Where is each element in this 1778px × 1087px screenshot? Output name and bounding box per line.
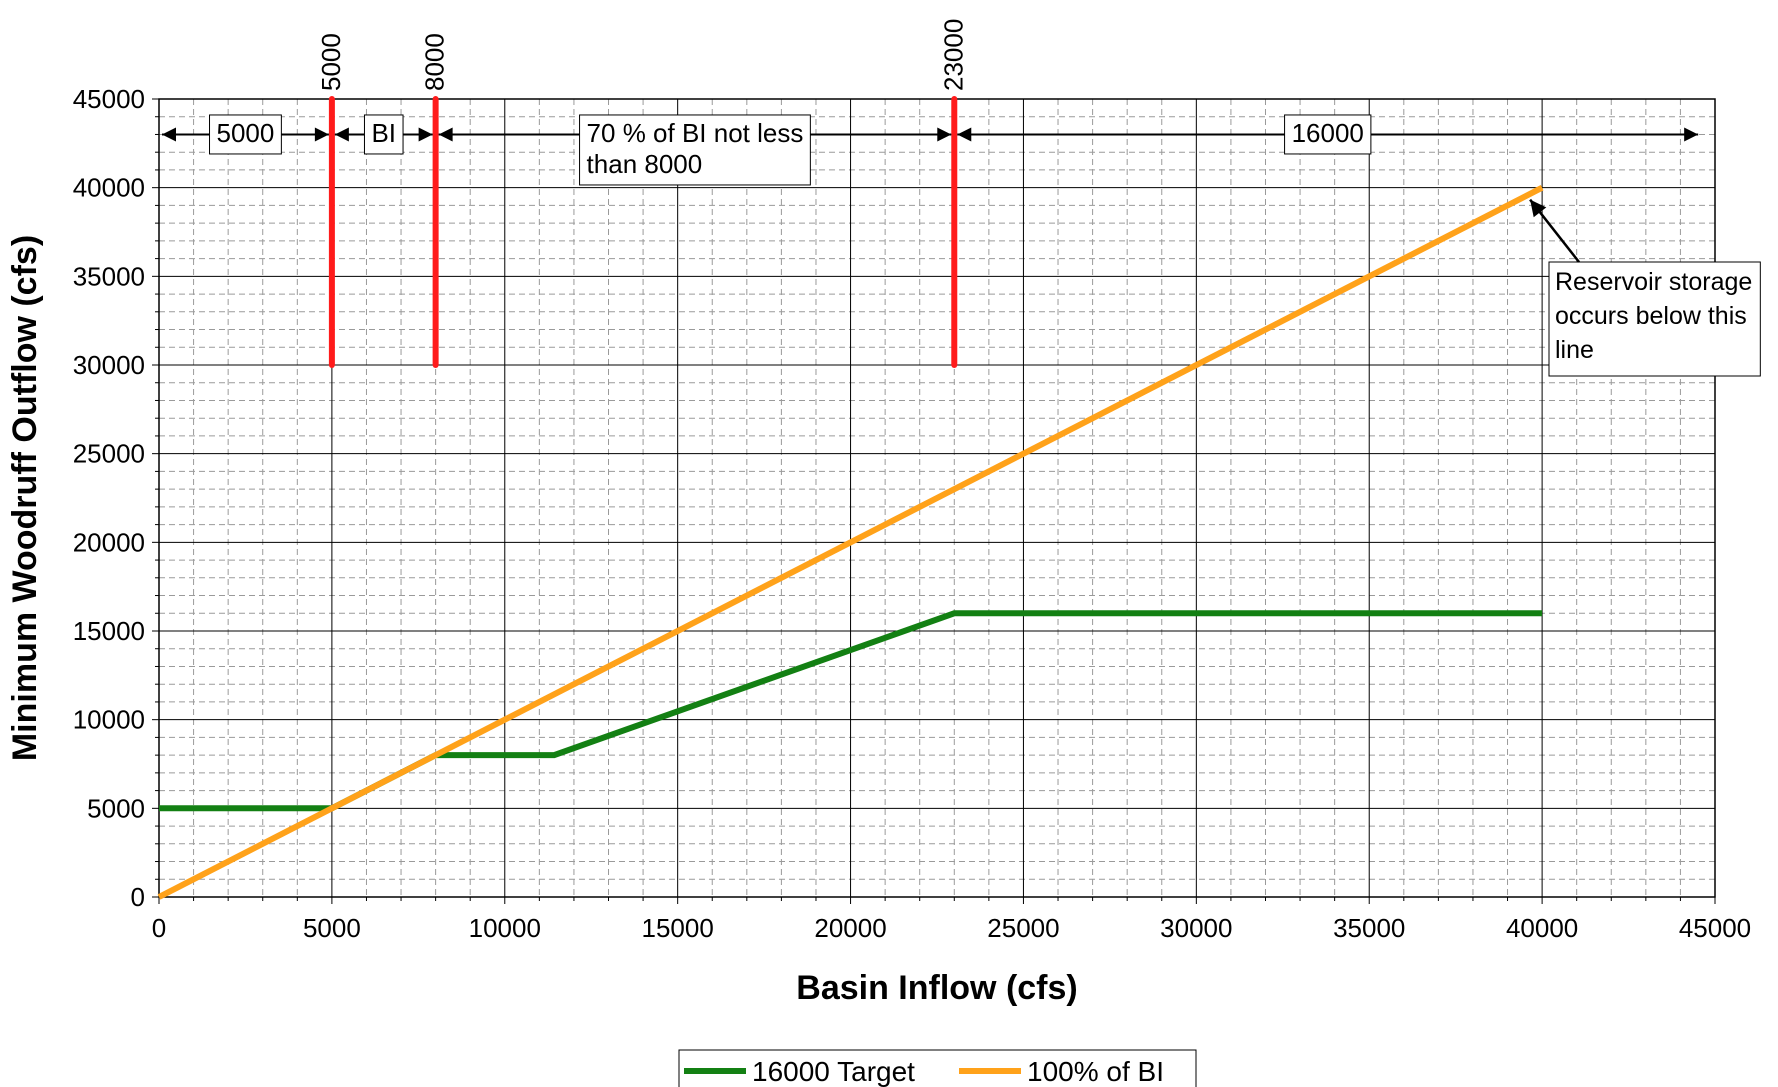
x-tick-label: 5000 [303, 913, 361, 943]
x-tick-label: 25000 [987, 913, 1059, 943]
y-tick-label: 10000 [73, 705, 145, 735]
callout-box [1548, 261, 1761, 377]
y-tick-label: 0 [131, 882, 145, 912]
range-label-box-bi [363, 114, 404, 155]
threshold-lines: 5000 8000 23000 [316, 19, 968, 368]
x-tick-label: 35000 [1333, 913, 1405, 943]
y-tick-label: 40000 [73, 173, 145, 203]
y-tick-label: 35000 [73, 261, 145, 291]
y-tick-label: 5000 [87, 793, 145, 823]
series-line-16000-target [159, 610, 1543, 812]
range-label-box-70-of-bi-not-less [579, 114, 811, 186]
x-tick-label: 30000 [1160, 913, 1232, 943]
major-gridlines [159, 99, 1715, 897]
range-label-bi: BI [371, 118, 396, 148]
legend-box [678, 1049, 1197, 1087]
y-tick-label: 30000 [73, 350, 145, 380]
callout-arrowhead [1530, 199, 1547, 218]
legend-label-100-of-bi: 100% of BI [1027, 1056, 1164, 1087]
y-tick-label: 20000 [73, 527, 145, 557]
x-tick-label: 45000 [1679, 913, 1751, 943]
x-tick-label: 40000 [1506, 913, 1578, 943]
x-tick-label: 15000 [642, 913, 714, 943]
range-label-70-of-bi-not-less: 70 % of BI not less than 8000 [587, 118, 804, 179]
x-tick-label: 10000 [469, 913, 541, 943]
x-tick-label: 0 [152, 913, 166, 943]
legend-label-16000-target: 16000 Target [752, 1056, 915, 1087]
range-label-box-16000 [1284, 114, 1372, 155]
legend: 16000 Target 100% of BI [678, 1049, 1197, 1087]
range-arrowhead-right-16000 [1684, 127, 1699, 142]
range-arrowhead-left-70-of-bi-not-less [438, 127, 453, 142]
range-label-16000: 16000 [1292, 118, 1364, 148]
reservoir-callout: Reservoir storage occurs below this line [1529, 198, 1761, 377]
y-tick-label: 45000 [73, 84, 145, 114]
x-tick-label: 20000 [814, 913, 886, 943]
axes [158, 98, 1716, 898]
threshold-label-5000: 5000 [316, 33, 346, 91]
y-tick-label: 25000 [73, 439, 145, 469]
y-axis-ticks: 0 5000 10000 15000 20000 25000 30000 35000 40000… [73, 84, 159, 912]
threshold-label-23000: 23000 [938, 19, 968, 91]
series-lines [157, 185, 1544, 900]
range-label-5000: 5000 [217, 118, 275, 148]
x-axis-title: Basin Inflow (cfs) [796, 969, 1077, 1007]
range-arrowhead-left-bi [334, 127, 349, 142]
callout-text: Reservoir storage occurs below this line [1555, 268, 1752, 364]
range-label-box-5000 [209, 114, 282, 155]
y-axis-title: Minimum Woodruff Outflow (cfs) [6, 235, 44, 761]
minor-gridlines [159, 99, 1715, 897]
range-arrowhead-right-5000 [314, 127, 329, 142]
y-tick-label: 15000 [73, 616, 145, 646]
range-arrowhead-left-16000 [957, 127, 972, 142]
threshold-label-8000: 8000 [420, 33, 450, 91]
range-annotations: 5000 BI 70 % of BI not less than 8000 16000 [162, 114, 1699, 186]
range-arrowhead-left-5000 [162, 127, 176, 142]
plot-border [158, 98, 1716, 898]
series-line-100-of-bi [157, 185, 1544, 900]
x-axis-ticks: 0 5000 10000 15000 20000 25000 30000 35000 40000… [152, 897, 1751, 943]
range-arrowhead-right-70-of-bi-not-less [937, 127, 952, 142]
range-arrowhead-right-bi [418, 127, 433, 142]
